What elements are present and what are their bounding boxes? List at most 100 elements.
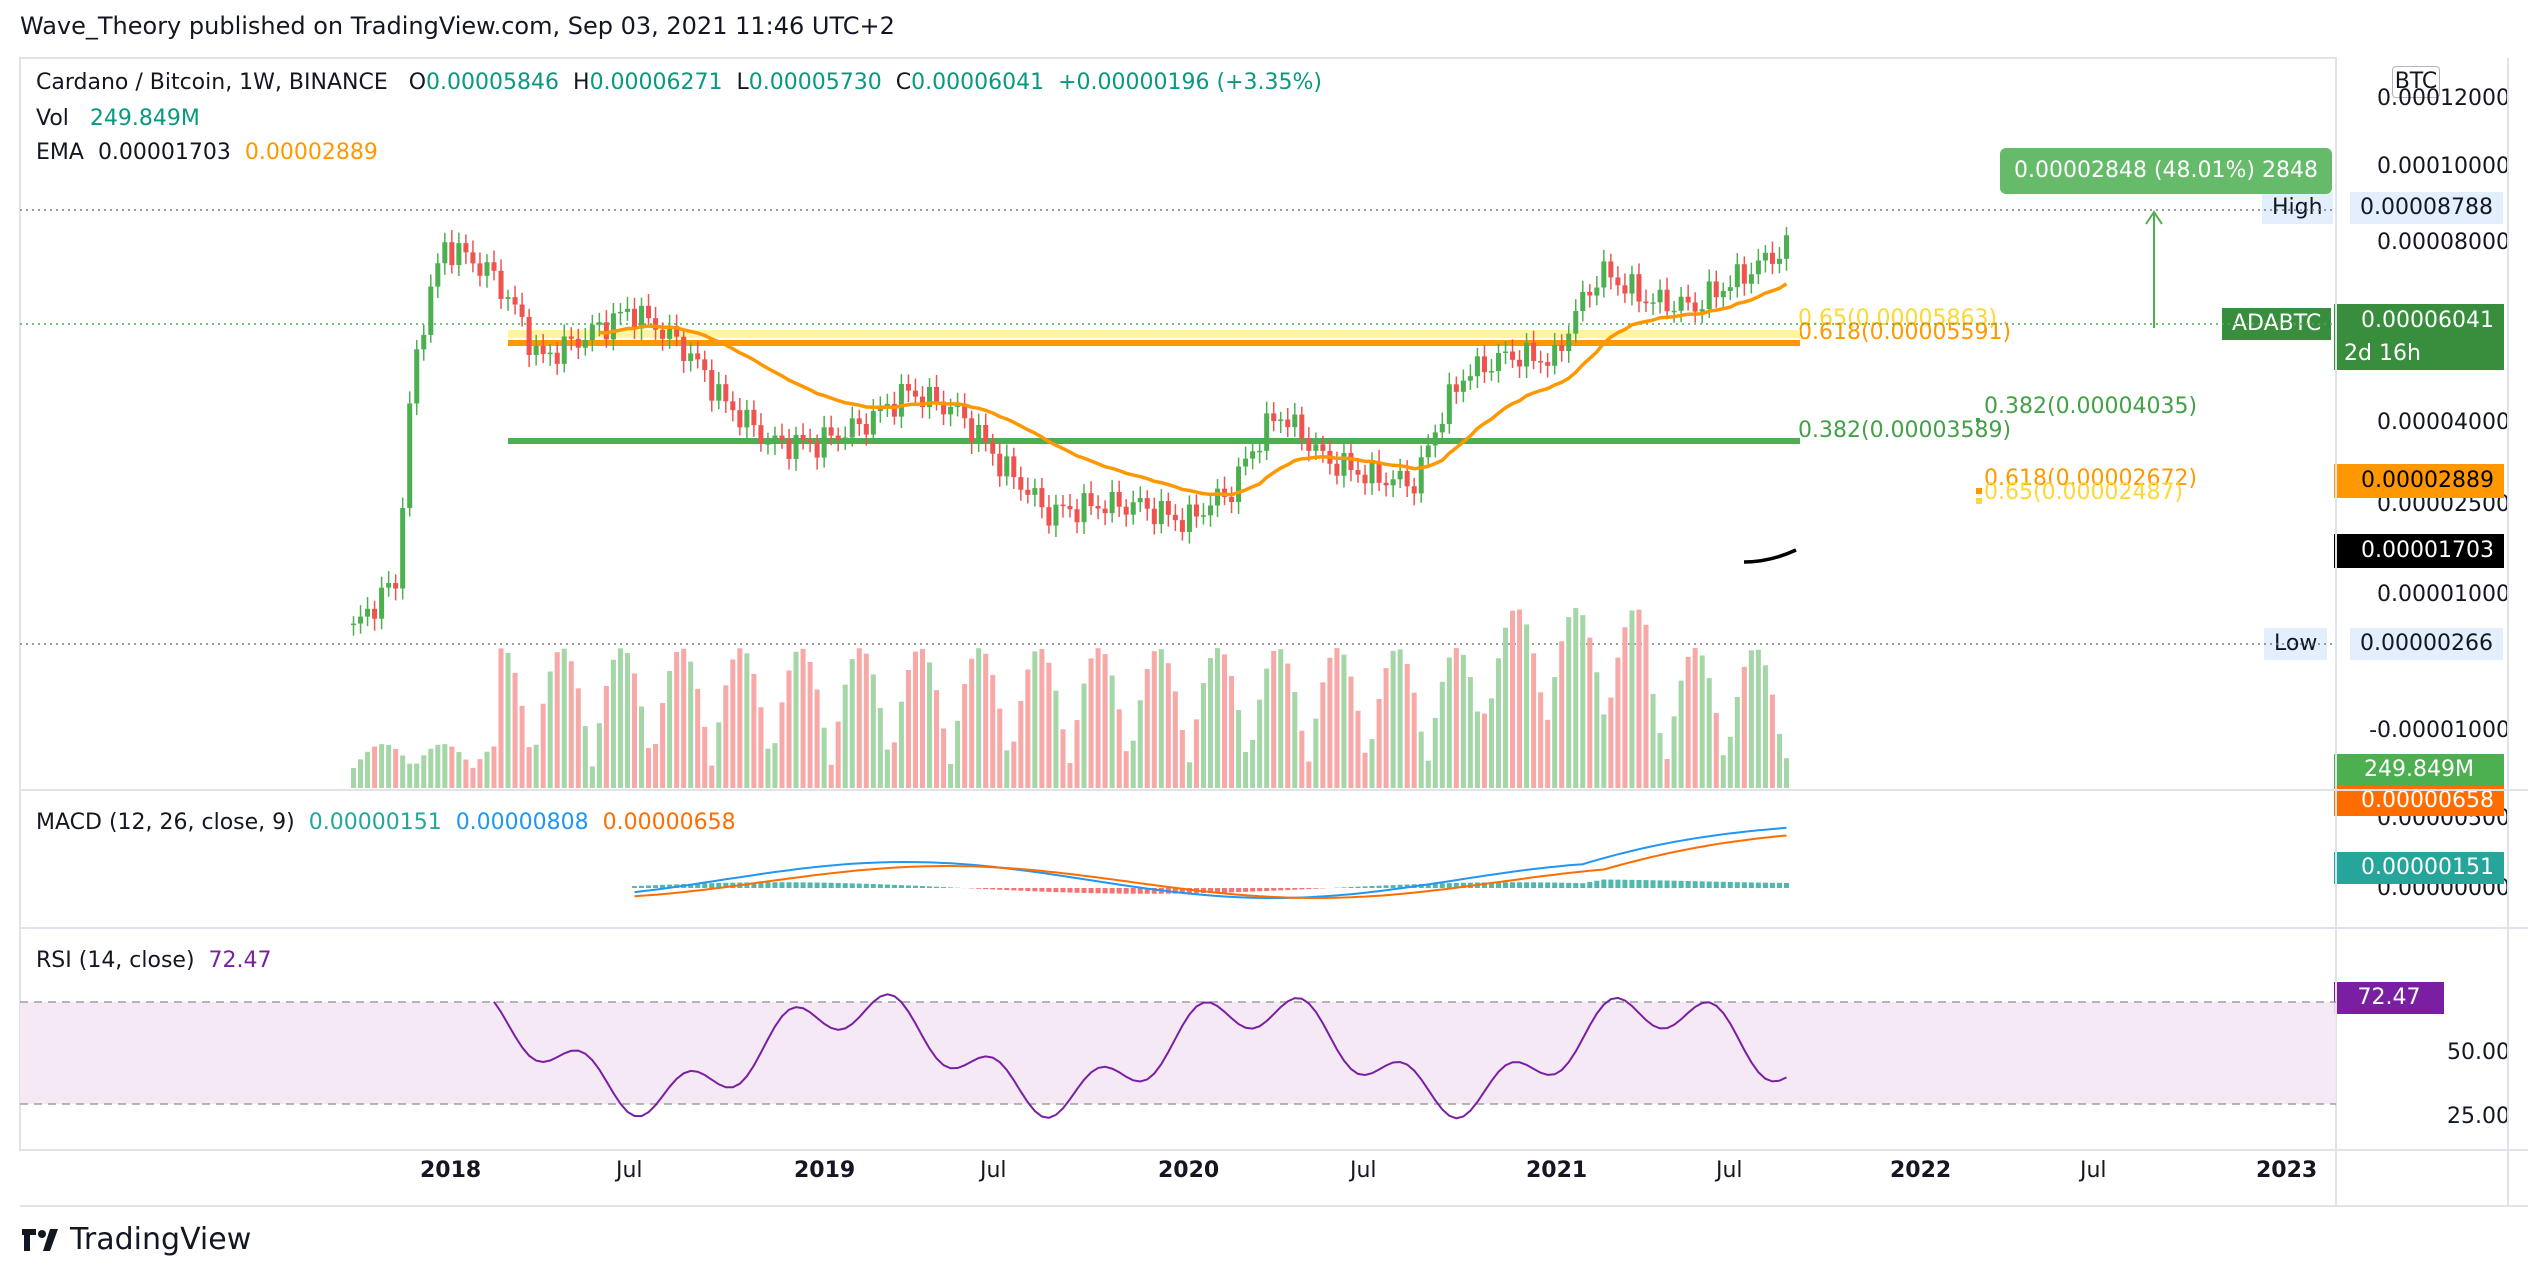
macd-hist-bar bbox=[1348, 887, 1354, 888]
volume-bar bbox=[849, 659, 855, 788]
volume-bar bbox=[1186, 762, 1192, 788]
volume-bar bbox=[624, 653, 630, 788]
volume-bar bbox=[1278, 649, 1284, 788]
candle-body bbox=[1053, 504, 1059, 526]
macd-hist-bar bbox=[1643, 880, 1649, 888]
candle-body bbox=[1411, 486, 1417, 494]
volume-bar bbox=[660, 703, 666, 788]
macd-hist-bar bbox=[877, 884, 883, 888]
volume-bar bbox=[1320, 682, 1326, 788]
volume-bar bbox=[1650, 693, 1656, 788]
candle-body bbox=[709, 370, 715, 401]
macd-histogram bbox=[631, 879, 1789, 894]
volume-bar bbox=[1699, 655, 1705, 788]
volume-bar bbox=[428, 748, 434, 788]
candle-body bbox=[1362, 474, 1368, 484]
volume-bar bbox=[863, 653, 869, 788]
candle-body bbox=[1165, 501, 1171, 515]
price-axis-label: 0.00012000 bbox=[2377, 86, 2510, 111]
symbol-legend: Cardano / Bitcoin, 1W, BINANCE O0.000058… bbox=[36, 70, 1322, 96]
candle-body bbox=[1601, 261, 1607, 288]
volume-bar bbox=[512, 672, 518, 788]
candle-body bbox=[1453, 384, 1459, 392]
macd-hist-bar bbox=[1053, 888, 1059, 893]
candle-body bbox=[1067, 506, 1073, 510]
candle-body bbox=[800, 434, 806, 441]
volume-bar bbox=[1552, 677, 1558, 788]
candle-body bbox=[1088, 493, 1094, 507]
tradingview-brand[interactable]: TradingView bbox=[20, 1222, 251, 1257]
macd-hist-bar bbox=[919, 886, 925, 888]
volume-bar bbox=[491, 746, 497, 788]
candle-body bbox=[1629, 274, 1635, 294]
candle-body bbox=[631, 308, 637, 329]
volume-bar bbox=[1439, 681, 1445, 788]
currency-button[interactable]: BTC bbox=[2392, 66, 2440, 98]
volume-bar bbox=[1762, 665, 1768, 788]
volume-bar bbox=[723, 685, 729, 788]
tradingview-logo-icon bbox=[22, 1228, 58, 1251]
macd-hist-bar bbox=[1130, 888, 1136, 894]
macd-hist-bar bbox=[1566, 882, 1572, 888]
candle-body bbox=[1657, 289, 1663, 303]
volume-bar bbox=[807, 662, 813, 788]
candle-body bbox=[1510, 351, 1516, 360]
macd-hist-bar bbox=[1699, 881, 1705, 888]
macd-hist-bar bbox=[997, 888, 1003, 890]
volume-bar bbox=[1517, 609, 1523, 788]
macd-hist-bar bbox=[1488, 882, 1494, 888]
volume-bar bbox=[1692, 648, 1698, 788]
macd-hist-bar bbox=[863, 883, 869, 888]
volume-bar bbox=[772, 743, 778, 788]
macd-hist-bar bbox=[653, 885, 659, 888]
candle-body bbox=[821, 427, 827, 458]
candle-body bbox=[1271, 413, 1277, 422]
price-axis-label: 0.00010000 bbox=[2377, 154, 2510, 179]
macd-hist-bar bbox=[821, 882, 827, 888]
candle-body bbox=[1320, 444, 1326, 451]
candle-body bbox=[779, 435, 785, 440]
ema-short-value: 0.00001703 bbox=[97, 140, 231, 165]
volume-bar bbox=[814, 689, 820, 788]
macd-hist-bar bbox=[1186, 888, 1192, 894]
volume-bar bbox=[1657, 733, 1663, 788]
volume-bar bbox=[1200, 682, 1206, 788]
volume-bar bbox=[1706, 678, 1712, 788]
candle-body bbox=[498, 270, 504, 299]
macd-hist-bar bbox=[1432, 883, 1438, 888]
candle-body bbox=[596, 322, 602, 325]
volume-bar bbox=[1783, 758, 1789, 788]
macd-line bbox=[634, 826, 1787, 899]
macd-hist-bar bbox=[1615, 879, 1621, 888]
macd-hist-bar bbox=[1727, 881, 1733, 888]
candle-body bbox=[842, 437, 848, 440]
macd-hist-bar bbox=[1362, 886, 1368, 888]
candle-body bbox=[1748, 274, 1754, 284]
macd-hist-bar bbox=[976, 888, 982, 889]
candle-body bbox=[519, 304, 525, 317]
macd-hist-bar bbox=[807, 882, 813, 888]
volume-bar bbox=[800, 648, 806, 788]
candle-body bbox=[891, 403, 897, 417]
volume-bar bbox=[421, 755, 427, 788]
candle-body bbox=[962, 404, 968, 419]
macd-hist-bar bbox=[1179, 888, 1185, 894]
candle-body bbox=[442, 242, 448, 264]
candle-body bbox=[730, 401, 736, 411]
candle-body bbox=[1060, 504, 1066, 507]
candle-body bbox=[1313, 444, 1319, 451]
fib-065-b-label: 0.65(0.00002487) bbox=[1984, 480, 2184, 505]
candle-body bbox=[1376, 461, 1382, 483]
candle-body bbox=[1306, 438, 1312, 451]
candle-body bbox=[1186, 504, 1192, 532]
macd-hist-bar bbox=[1109, 888, 1115, 894]
volume-bar bbox=[877, 707, 883, 788]
macd-legend: MACD (12, 26, close, 9) 0.00000151 0.000… bbox=[36, 810, 736, 836]
volume-legend: Vol 249.849M bbox=[36, 106, 200, 132]
symbol-name[interactable]: Cardano / Bitcoin, 1W, BINANCE bbox=[36, 70, 388, 95]
fib-0382-b-mark bbox=[1976, 418, 1980, 422]
candle-body bbox=[1517, 359, 1523, 367]
macd-hist-bar bbox=[1341, 887, 1347, 888]
